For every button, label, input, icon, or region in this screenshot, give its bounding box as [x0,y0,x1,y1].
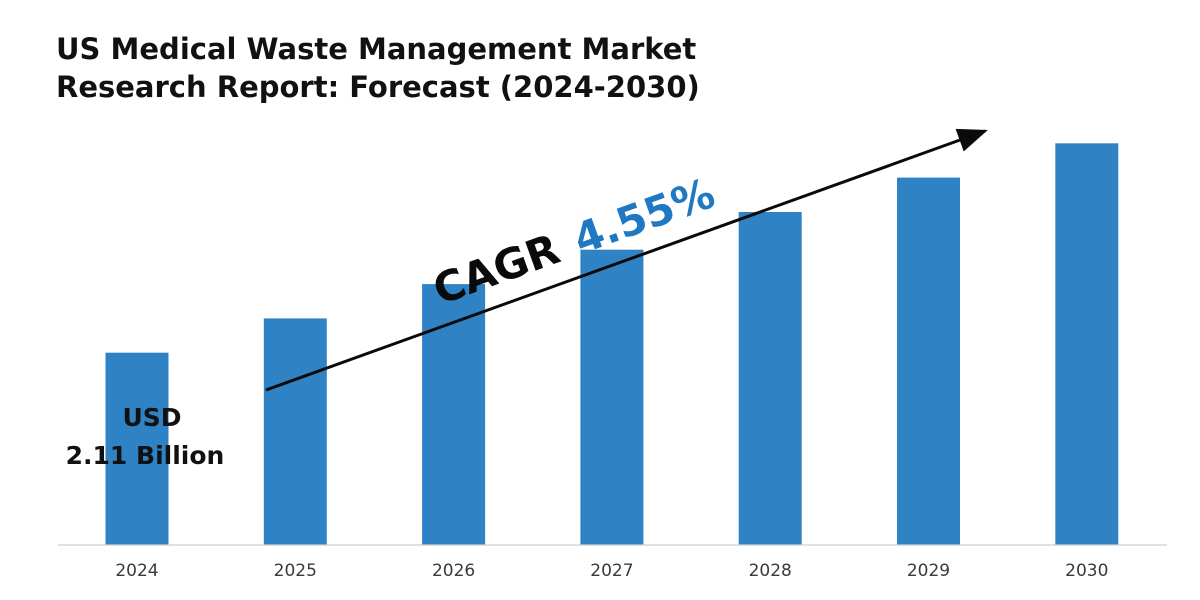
bars-group [105,143,1119,546]
value-label-unit: USD [122,403,181,432]
chart-title-line-2: Research Report: Forecast (2024-2030) [56,70,700,104]
bar-2025 [263,318,327,545]
x-tick-label-2030: 2030 [1065,561,1108,581]
chart-title-line-1: US Medical Waste Management Market [56,32,697,66]
bar-2027 [580,249,644,545]
x-tick-label-2028: 2028 [749,561,792,581]
x-axis-ticks: 2024 2025 2026 2027 2028 2029 2030 [115,561,1108,581]
cagr-value: 4.55% [567,168,721,263]
bar-2024 [105,352,169,545]
bar-2029 [897,177,960,545]
bar-2028 [738,212,802,545]
bar-2030 [1055,143,1119,546]
x-tick-label-2029: 2029 [907,561,950,581]
x-tick-label-2027: 2027 [590,561,633,581]
bar-2026 [422,284,486,545]
cagr-trend-arrow [265,128,988,392]
cagr-label: CAGR [427,224,566,314]
x-tick-label-2024: 2024 [115,561,158,581]
value-label-amount: 2.11 Billion [66,441,225,470]
x-tick-label-2025: 2025 [274,561,317,581]
chart-title: US Medical Waste Management Market Resea… [56,30,700,106]
x-tick-label-2026: 2026 [432,561,475,581]
